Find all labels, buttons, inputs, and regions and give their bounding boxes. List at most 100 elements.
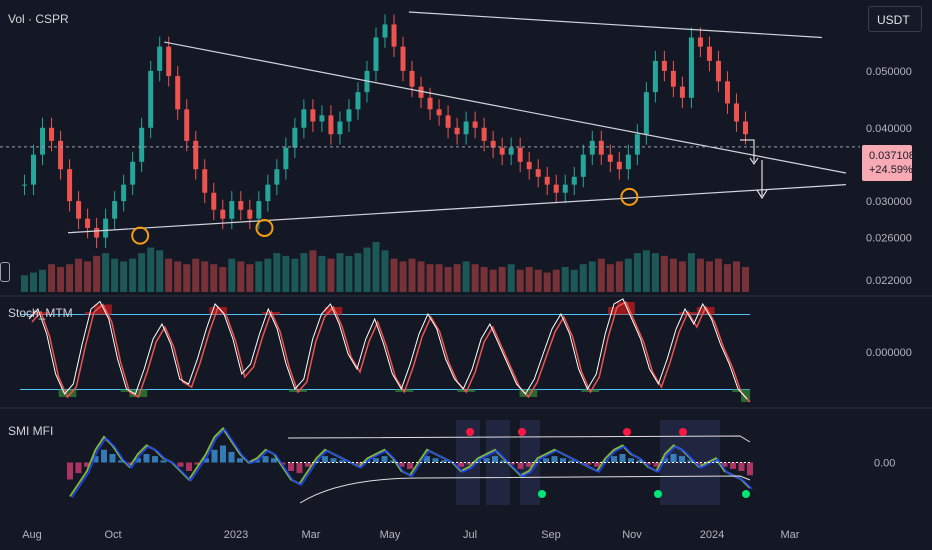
volume-bar [318, 255, 326, 292]
smi-histogram-bar [713, 460, 719, 463]
smi-histogram-bar [568, 460, 575, 463]
smi-histogram-bar [619, 454, 626, 463]
candle [418, 86, 424, 98]
candle [193, 140, 199, 170]
volume-bar [255, 261, 263, 292]
candle [400, 46, 406, 71]
volume-bar [480, 267, 488, 292]
volume-bar [687, 253, 695, 292]
volume-bar [624, 258, 632, 292]
volume-bar [714, 258, 722, 292]
candle [112, 201, 118, 219]
candle [724, 81, 730, 104]
smi-lower-envelope [299, 475, 751, 504]
smi-histogram-bar [109, 454, 116, 463]
smi-histogram-bar [611, 456, 617, 463]
volume-bar [237, 261, 245, 292]
smi-histogram-bar [696, 462, 702, 465]
stoch-signal-line [31, 300, 751, 403]
smi-histogram-bar [407, 462, 413, 469]
volume-bar [597, 258, 605, 292]
volume-bar [300, 253, 308, 292]
candle [661, 60, 667, 71]
smi-histogram-bar [628, 458, 634, 463]
smi-histogram-bar [466, 462, 473, 465]
smi-histogram-bar [322, 456, 328, 463]
smi-histogram-bar [356, 462, 362, 465]
candle [49, 127, 55, 141]
candle [184, 109, 190, 141]
volume-bar [570, 269, 578, 292]
smi-histogram-bar [305, 462, 311, 467]
stoch-overbought-fill [94, 304, 103, 315]
volume-bar [462, 261, 470, 292]
volume-bar [633, 253, 641, 292]
volume-bar [534, 269, 542, 292]
smi-histogram-bar [390, 460, 396, 463]
volume-bar [66, 264, 74, 292]
candle [508, 147, 514, 155]
candle [589, 140, 595, 155]
stoch-overbought-fill [209, 307, 219, 315]
smi-histogram-bar [458, 462, 464, 467]
smi-buy-marker [654, 490, 662, 498]
y-axis-label: 0.050000 [866, 66, 912, 78]
smi-sell-marker [518, 428, 526, 436]
stoch-overbought-fill [687, 312, 697, 315]
volume-bar [192, 258, 200, 292]
smi-histogram-bar [126, 462, 133, 465]
x-axis-label: Sep [541, 529, 561, 541]
candle [247, 209, 253, 219]
stoch-oversold-fill [457, 389, 467, 392]
side-tool-icon[interactable] [0, 262, 10, 282]
stoch-oversold-fill [519, 389, 529, 397]
stoch-oversold-fill [590, 389, 600, 392]
volume-bar [354, 253, 362, 292]
stoch-oversold-fill [138, 389, 148, 397]
volume-bar [129, 258, 137, 292]
volume-bar [165, 258, 173, 292]
volume-bar [552, 269, 560, 292]
volume-bar [444, 267, 452, 292]
low-marker [131, 226, 150, 245]
candle [229, 201, 235, 219]
candle [148, 70, 154, 128]
smi-histogram-bar [747, 462, 753, 476]
smi-histogram-bar [645, 462, 651, 465]
candle [607, 154, 613, 162]
volume-bar [57, 267, 65, 292]
smi-sell-marker [623, 428, 631, 436]
volume-bar [723, 264, 731, 292]
candle [85, 218, 91, 228]
currency-button[interactable]: USDT [868, 6, 922, 32]
candle [409, 70, 415, 87]
volume-bar [264, 258, 272, 292]
candle [652, 60, 658, 93]
smi-histogram-bar [228, 451, 235, 463]
candle [76, 201, 82, 219]
candle [220, 209, 226, 219]
smi-sell-marker [466, 428, 474, 436]
volume-bar [453, 264, 461, 292]
volume-bar [741, 267, 749, 292]
volume-bar [273, 253, 281, 292]
volume-bar [309, 250, 317, 292]
x-axis-label: Jul [463, 529, 477, 541]
volume-bar [606, 264, 614, 292]
smi-histogram-bar [687, 460, 694, 463]
smi-buy-marker [742, 490, 750, 498]
volume-bar [327, 258, 335, 292]
candle [139, 127, 145, 162]
candle [562, 184, 568, 193]
smi-histogram-bar [381, 456, 388, 463]
volume-bar [30, 272, 38, 292]
candle [625, 154, 631, 170]
stoch-overbought-fill [324, 307, 334, 315]
volume-bar [579, 264, 587, 292]
candle [544, 176, 550, 185]
candle [481, 127, 487, 141]
volume-bar [642, 250, 650, 292]
volume-bar [705, 261, 713, 292]
smi-histogram-bar [254, 460, 260, 463]
